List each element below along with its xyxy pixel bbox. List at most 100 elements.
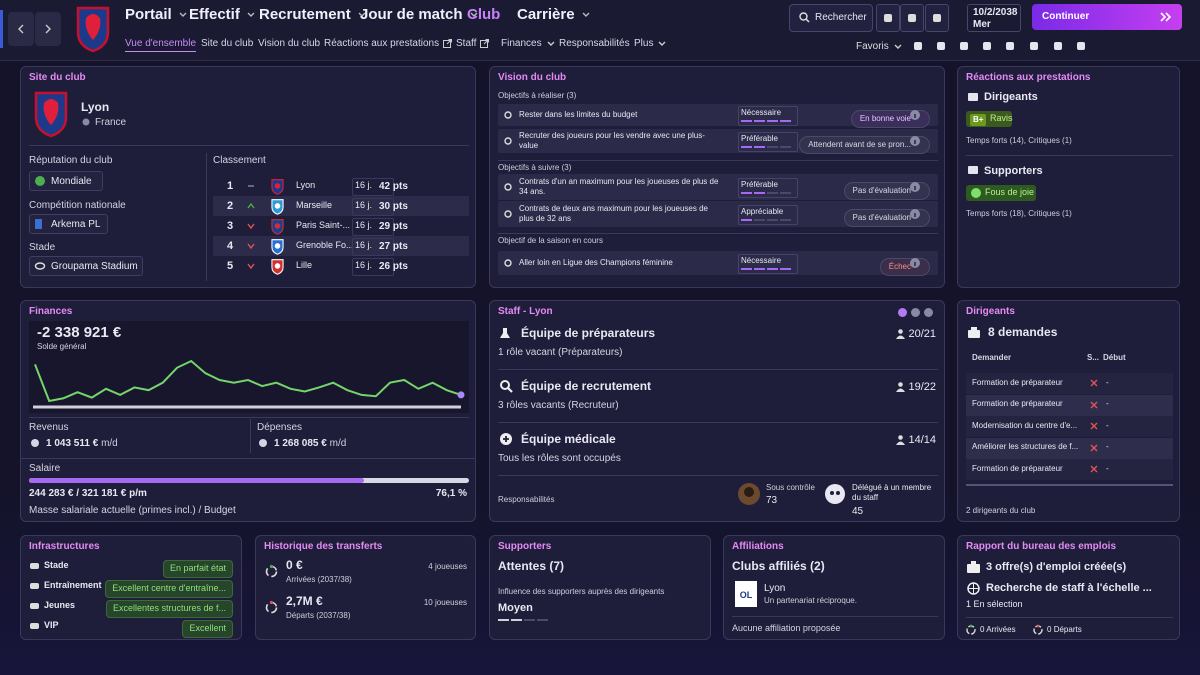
search-box[interactable]: Rechercher [789,4,873,32]
movement-label: Arrivées [986,624,1016,634]
sub-tab[interactable]: Site du club [201,38,253,51]
played-box [352,178,394,196]
expenses: 1 268 085 € [274,437,327,449]
graphic [894,44,902,49]
selection: 1 En sélection [966,599,1023,610]
field-box: Arkema PL [29,214,108,234]
under-control-label: Sous contrôle [766,482,815,492]
icon-button[interactable] [900,4,924,32]
status-cross [1090,444,1098,451]
sub-tab-label: Responsabilités [559,38,630,49]
graphic [274,243,281,249]
sub-tab[interactable]: Staff [456,38,490,51]
sub-tab[interactable]: Vue d'ensemble [125,38,197,52]
field-label: Compétition nationale [29,199,126,211]
graphic [969,624,973,628]
nav-tab[interactable]: Carrière [517,6,591,23]
nav-tab[interactable]: Jour de match [360,6,479,23]
continue-button[interactable]: Continuer [1032,4,1182,30]
graphic [30,563,39,569]
nav-tab[interactable]: Recrutement [259,6,367,23]
highlights: Temps forts (14), [966,135,1027,145]
coins-icon [259,439,267,447]
back-button[interactable] [8,12,34,46]
graphic [18,24,24,34]
accent [0,10,3,48]
level-box [738,254,798,274]
panel-title: Staff - Lyon [498,306,553,317]
person-icon [896,435,905,445]
row-bg [966,416,1173,437]
date: 10/2/2038 [973,6,1018,18]
icon-button[interactable] [876,4,900,32]
graphic [30,603,39,609]
level: Préférable [741,179,778,189]
forward-button[interactable] [35,12,61,46]
graphic [507,387,513,393]
graphic [269,600,274,605]
divider [21,458,475,459]
team: Grenoble Fo... [296,240,354,251]
group-label: Objectif de la saison en cours [498,236,603,246]
players: 4 joueuses [428,561,467,571]
row-bg [966,373,1173,394]
level-box [738,132,798,152]
team: Lyon [296,180,316,191]
balance-label: Solde général [37,341,87,351]
board-icon [968,93,978,101]
graphic [31,439,39,447]
players: 10 joueuses [423,597,467,607]
graphic [1030,42,1038,50]
period: Arrivées (2037/38) [286,574,352,584]
chevron [658,41,666,46]
graphic [504,137,512,145]
trend-icon [247,223,255,230]
favorite-icon [1077,42,1085,50]
objective-text: Rester dans les limites du budget [519,110,638,119]
chevron [358,12,366,17]
request-name: Formation de préparateur [972,377,1063,387]
graphic [971,327,977,330]
graphic [446,39,453,45]
group-name: Objectif de la saison en cours [498,235,603,245]
request-name: Formation de préparateur [972,463,1063,473]
mood: Ravis [990,113,1013,124]
sub-tab[interactable]: Responsabilités [559,38,630,51]
favorite-icon [914,42,922,50]
nav-tab[interactable]: Club [467,6,500,23]
sub-tab[interactable]: Réactions aux prestations [324,38,453,51]
info-icon [910,110,920,120]
icon [933,14,941,22]
balance: -2 338 921 € [37,324,122,342]
graphic [30,623,39,629]
sub-tab[interactable]: Vision du club [258,38,320,51]
graphic [735,581,757,607]
graphic [504,111,512,119]
group-name: Objectifs à suivre [498,162,560,172]
position: 5 [227,259,234,272]
sub-tab[interactable]: Finances [501,38,555,51]
graphic [968,583,979,594]
panel: Réactions aux prestations Dirigeants B+ Rav… [957,66,1180,288]
panel-title: Dirigeants [966,306,1015,317]
points: 27 pts [379,240,408,252]
graphic [247,263,255,270]
info-icon [910,182,920,192]
favorites[interactable]: Favoris [856,40,889,52]
graphic [247,202,255,209]
team-crest [271,219,284,235]
graphic [1006,42,1014,50]
affiliate-name: Lyon [764,582,786,594]
salary-label: Salaire [29,462,61,474]
group-name: Dirigeants [984,90,1038,103]
sub-tab[interactable]: Plus [634,38,666,51]
team-crest [271,199,284,215]
icon-button[interactable] [925,4,949,32]
position: 4 [227,239,234,252]
movement-icon [966,624,976,635]
movement-label: Départs [1053,624,1082,634]
nav-tab[interactable]: Effectif [189,6,256,23]
nav-tab[interactable]: Portail [125,6,188,23]
